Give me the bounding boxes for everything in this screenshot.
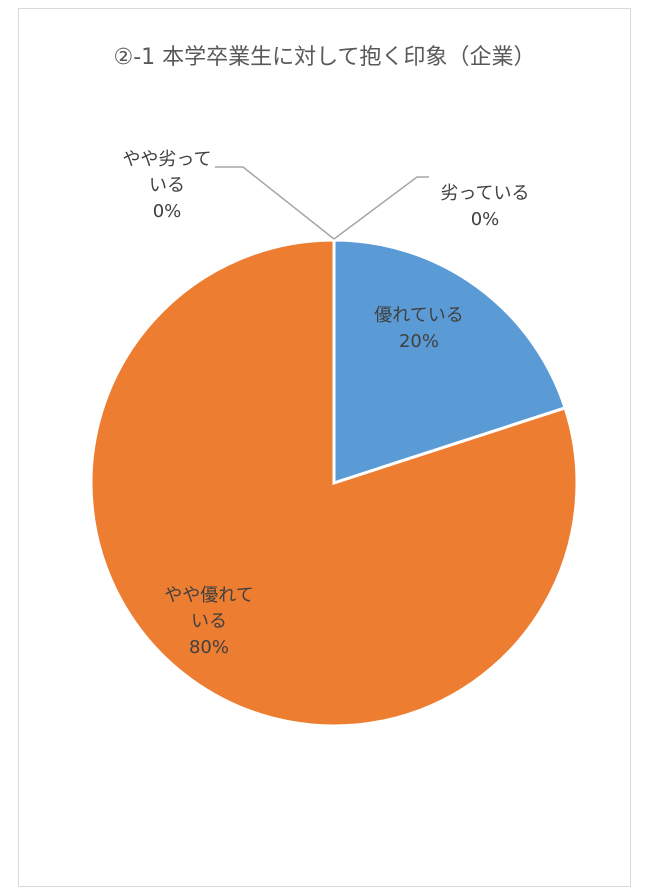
data-label-percent: 0% (470, 209, 500, 230)
data-label-category: やや劣っている (122, 149, 212, 196)
data-label-inferior: 劣っている 0% (423, 181, 547, 233)
data-label-category: 劣っている (440, 183, 530, 204)
data-label-category: 優れている (374, 305, 464, 326)
data-label-percent: 0% (152, 201, 182, 222)
leader-line-inferior (333, 176, 429, 240)
data-label-category: やや優れている (164, 585, 254, 632)
pie-slice-excellent (332, 238, 568, 486)
chart-area: ②-1 本学卒業生に対して抱く印象（企業） 優れている 20% やや優れている … (18, 8, 631, 887)
data-label-percent: 80% (188, 637, 229, 658)
chart-title: ②-1 本学卒業生に対して抱く印象（企業） (113, 45, 536, 70)
data-label-slightly-excellent: やや優れている 80% (161, 583, 257, 661)
pie-chart (89, 166, 579, 728)
leader-lines (215, 166, 429, 240)
data-label-excellent: 優れている 20% (367, 303, 471, 355)
pie-slices (89, 238, 579, 728)
leader-line-slightly-inferior (215, 166, 335, 240)
data-label-percent: 20% (398, 331, 439, 352)
pie-slice-slightly-excellent (89, 238, 579, 728)
data-label-slightly-inferior: やや劣っている 0% (119, 147, 215, 225)
